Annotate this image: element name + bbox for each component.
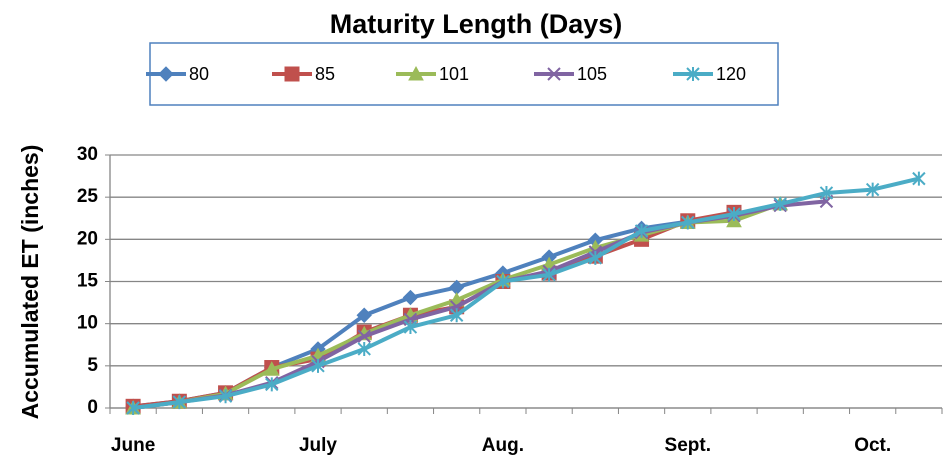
series-line <box>132 199 827 410</box>
x-tick-label: Sept. <box>665 435 711 456</box>
marker <box>547 67 561 81</box>
marker <box>403 320 418 335</box>
y-tick-label: 5 <box>87 355 98 376</box>
marker <box>158 66 174 82</box>
legend-label: 120 <box>716 64 746 84</box>
marker <box>681 215 695 230</box>
marker <box>284 66 300 82</box>
y-tick-label: 30 <box>77 144 98 165</box>
series-markers <box>126 171 926 415</box>
marker <box>357 341 371 356</box>
legend-label: 101 <box>439 64 469 84</box>
marker <box>449 308 464 323</box>
series-markers <box>126 194 834 415</box>
y-tick-label: 20 <box>77 228 98 249</box>
marker <box>773 196 787 211</box>
marker <box>311 358 325 373</box>
marker <box>686 67 700 81</box>
legend-label: 85 <box>315 64 335 84</box>
marker <box>542 267 556 282</box>
marker <box>356 307 372 323</box>
marker <box>408 65 424 81</box>
marker <box>218 389 233 404</box>
x-tick-label: Aug. <box>482 435 524 456</box>
x-tick-label: Oct. <box>854 435 891 456</box>
series-line <box>132 176 920 410</box>
marker <box>496 274 510 289</box>
marker <box>126 401 140 415</box>
marker <box>865 182 880 197</box>
marker <box>588 250 603 265</box>
legend-label: 80 <box>189 64 209 84</box>
y-axis-label: Accumulated ET (inches) <box>17 145 43 420</box>
marker <box>402 289 419 306</box>
marker <box>172 395 187 410</box>
chart-title: Maturity Length (Days) <box>330 9 623 39</box>
marker <box>912 171 926 186</box>
x-tick-label: July <box>299 435 337 456</box>
legend-label: 105 <box>577 64 607 84</box>
y-tick-label: 0 <box>87 397 98 418</box>
marker <box>265 377 279 392</box>
y-tick-label: 15 <box>77 271 99 292</box>
marker <box>357 329 371 344</box>
marker <box>634 223 649 238</box>
x-tick-label: June <box>111 435 155 456</box>
marker <box>819 185 834 200</box>
marker <box>263 361 280 376</box>
marker <box>727 207 741 222</box>
y-tick-label: 25 <box>77 186 99 207</box>
y-tick-label: 10 <box>77 313 98 334</box>
